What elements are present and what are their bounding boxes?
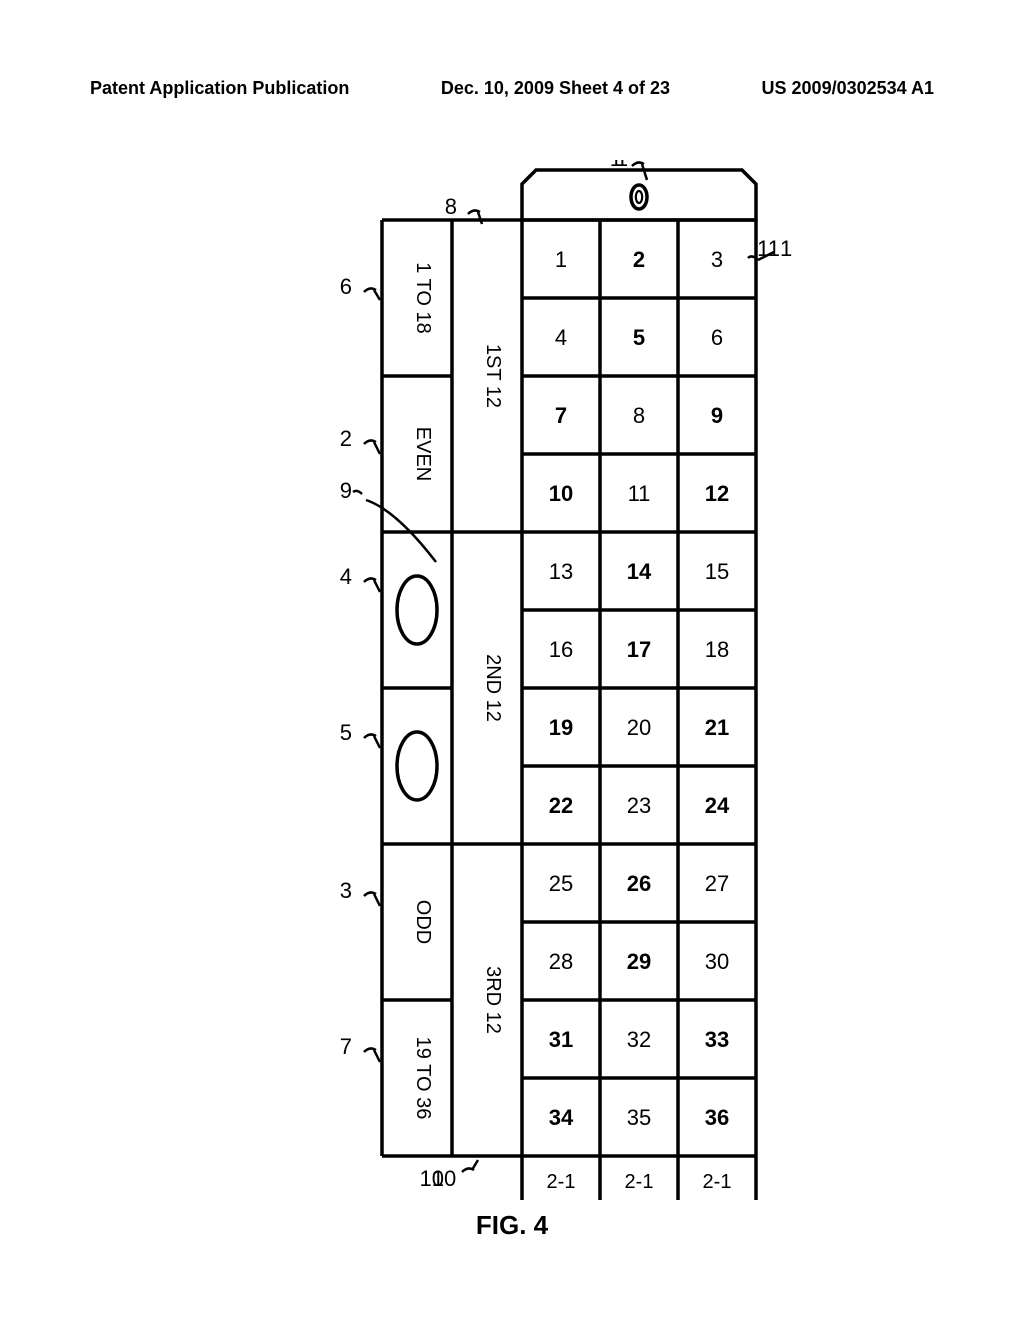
svg-text:2ND 12: 2ND 12 (482, 654, 504, 722)
svg-text:33: 33 (705, 1027, 729, 1052)
svg-text:31: 31 (549, 1027, 573, 1052)
svg-text:30: 30 (705, 949, 729, 974)
svg-text:22: 22 (549, 793, 573, 818)
svg-text:1ST 12: 1ST 12 (482, 344, 504, 408)
svg-text:11: 11 (628, 481, 651, 506)
svg-text:34: 34 (549, 1105, 574, 1130)
svg-text:19: 19 (549, 715, 573, 740)
svg-text:6: 6 (711, 325, 723, 350)
svg-text:2: 2 (633, 247, 645, 272)
svg-text:32: 32 (627, 1027, 651, 1052)
header-center: Dec. 10, 2009 Sheet 4 of 23 (441, 78, 670, 99)
svg-text:4: 4 (340, 564, 352, 589)
header-left: Patent Application Publication (90, 78, 349, 99)
svg-text:35: 35 (627, 1105, 651, 1130)
svg-text:1: 1 (616, 160, 628, 171)
svg-text:19 TO 36: 19 TO 36 (412, 1037, 434, 1120)
svg-text:11: 11 (757, 236, 780, 261)
svg-text:3: 3 (711, 247, 723, 272)
svg-text:15: 15 (705, 559, 729, 584)
svg-text:23: 23 (627, 793, 651, 818)
figure-wrap: 1234567891011121314151617181920212223242… (0, 160, 1024, 1200)
svg-text:28: 28 (549, 949, 573, 974)
svg-text:6: 6 (340, 274, 352, 299)
svg-text:24: 24 (705, 793, 730, 818)
svg-text:12: 12 (705, 481, 729, 506)
svg-text:14: 14 (627, 559, 652, 584)
svg-text:10: 10 (432, 1166, 456, 1191)
svg-text:8: 8 (445, 194, 457, 219)
svg-text:1 TO 18: 1 TO 18 (412, 262, 434, 334)
svg-text:9: 9 (340, 478, 352, 503)
svg-text:16: 16 (549, 637, 573, 662)
svg-text:20: 20 (627, 715, 651, 740)
svg-text:17: 17 (627, 637, 651, 662)
svg-text:4: 4 (555, 325, 567, 350)
svg-text:EVEN: EVEN (412, 427, 434, 481)
svg-text:11: 11 (780, 236, 792, 261)
svg-text:3: 3 (340, 878, 352, 903)
svg-text:27: 27 (705, 871, 729, 896)
svg-text:18: 18 (705, 637, 729, 662)
svg-text:10: 10 (549, 481, 573, 506)
figure-label: FIG. 4 (0, 1210, 1024, 1241)
svg-text:25: 25 (549, 871, 573, 896)
svg-text:7: 7 (555, 403, 567, 428)
svg-text:7: 7 (340, 1034, 352, 1059)
svg-text:5: 5 (633, 325, 645, 350)
svg-text:2-1: 2-1 (703, 1171, 732, 1193)
svg-text:21: 21 (705, 715, 729, 740)
svg-text:36: 36 (705, 1105, 729, 1130)
svg-text:8: 8 (633, 403, 645, 428)
header-right: US 2009/0302534 A1 (762, 78, 934, 99)
svg-text:5: 5 (340, 720, 352, 745)
svg-text:9: 9 (711, 403, 723, 428)
roulette-layout-diagram: 1234567891011121314151617181920212223242… (232, 160, 792, 1200)
svg-text:3RD 12: 3RD 12 (482, 966, 504, 1034)
page-header: Patent Application Publication Dec. 10, … (0, 78, 1024, 99)
svg-text:2-1: 2-1 (547, 1171, 576, 1193)
svg-text:1: 1 (555, 247, 567, 272)
svg-text:ODD: ODD (412, 900, 434, 944)
svg-text:2-1: 2-1 (625, 1171, 654, 1193)
svg-text:29: 29 (627, 949, 651, 974)
svg-text:2: 2 (340, 426, 352, 451)
svg-text:26: 26 (627, 871, 651, 896)
svg-text:13: 13 (549, 559, 573, 584)
